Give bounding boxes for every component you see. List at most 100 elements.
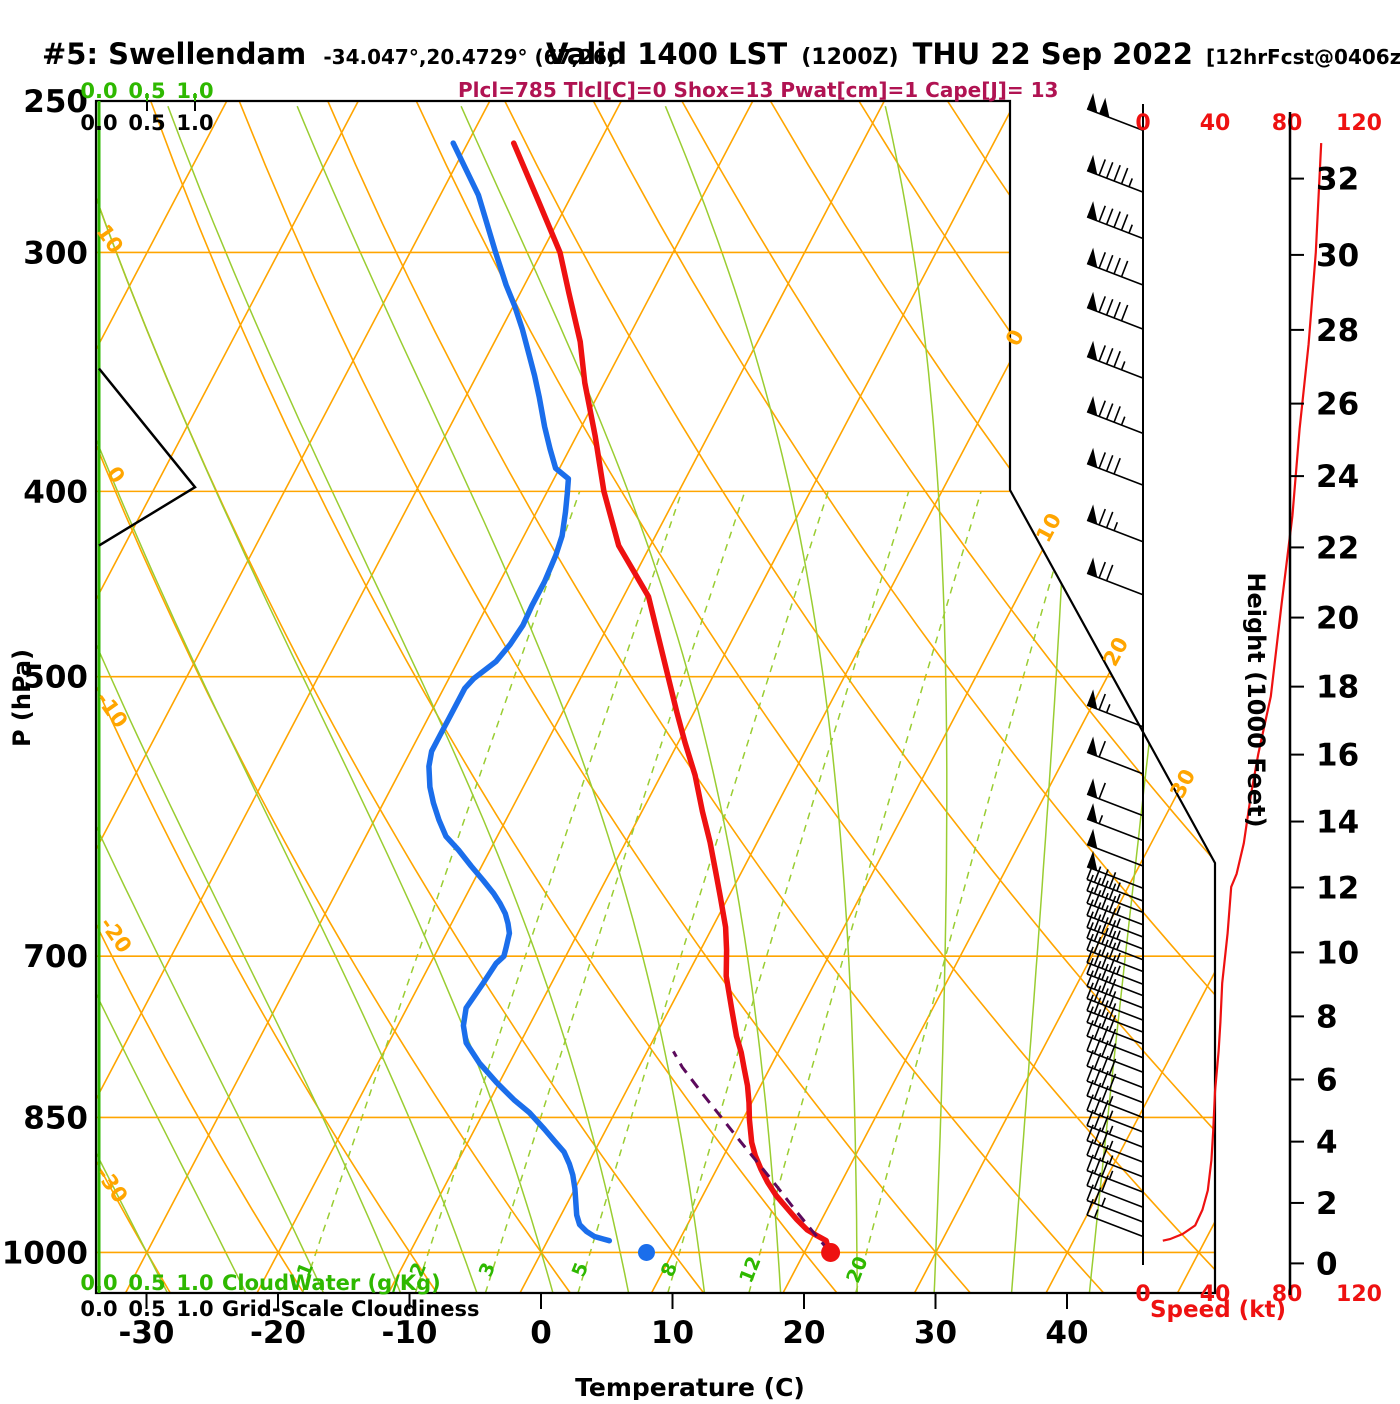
height-tick-label: 28 [1316,313,1359,349]
pressure-tick-label: 700 [23,939,88,975]
height-tick-label: 18 [1316,670,1359,706]
pressure-axis-title: P (hPa) [8,649,36,747]
wind-barb [1087,829,1143,866]
cloudiness-caption: Grid-Scale Cloudiness [222,1297,479,1321]
wind-barb [1087,778,1143,815]
speed-tick-label: 0 [1135,1282,1150,1307]
height-tick-label: 30 [1316,238,1359,274]
temperature-axis-title: Temperature (C) [575,1373,805,1400]
height-tick-label: 32 [1316,162,1359,198]
grid-layer [0,101,1400,1294]
dry-adiabat-line [62,101,704,1293]
mixing-ratio-label: 5 [568,1259,593,1280]
isotherm-label: 10 [1031,509,1066,546]
moist-adiabat-line [885,106,947,1294]
isotherm-label: 20 [1098,633,1133,670]
speed-tick-label: 120 [1336,1282,1382,1307]
cloud-scale-label: 1.0 [176,1271,213,1295]
params-subtitle: Plcl=785 Tlcl[C]=0 Shox=13 Pwat[cm]=1 Ca… [458,78,1058,102]
wind-barb [1087,201,1143,238]
height-tick-label: 8 [1316,999,1338,1035]
pressure-tick-label: 400 [23,474,88,510]
dry-adiabat-line [151,101,837,1293]
height-tick-label: 0 [1316,1246,1338,1282]
mixing-ratio-label: 12 [735,1253,765,1286]
speed-tick-label: 80 [1272,111,1303,136]
dry-adiabat-line [505,101,1371,1293]
cloudiness-profile [99,369,195,546]
dry-adiabat-line [770,101,1400,1293]
speed-tick-label: 40 [1200,111,1231,136]
isotherm-line [257,101,884,1293]
wind-barb [1087,504,1143,541]
cloud-scale-label: 0.5 [128,1271,165,1295]
temp-tick-label: 0 [530,1315,552,1351]
dry-adiabat-line [328,101,1104,1293]
valid-title: Valid 1400 LST (1200Z) THU 22 Sep 2022 [… [546,37,1400,71]
speed-tick-label: 120 [1336,111,1382,136]
right-margin-layer: 0040408080120120024681012141618202224262… [1087,93,1382,1307]
cloud-scale-label: 1.0 [176,1297,213,1321]
cloud-scale-label: 0.0 [80,111,117,135]
wind-barb [1087,248,1143,285]
height-tick-label: 26 [1316,387,1359,423]
cloud-scale-label: 0.5 [128,1297,165,1321]
mixing-ratio-line [856,491,1077,1293]
dry-adiabat-label: 0 [102,462,130,488]
cloud-scale-label: 0.0 [80,1297,117,1321]
mixing-ratio-line [415,491,681,1293]
valid-zulu: (1200Z) [801,45,898,70]
temp-tick-label: 40 [1045,1315,1088,1351]
dry-adiabat-label: -30 [91,1163,132,1208]
surface-dewpoint-dot [638,1244,655,1261]
wind-barb [1087,803,1143,840]
speed-tick-label: 0 [1135,111,1150,136]
temp-tick-label: 30 [914,1315,957,1351]
cloud-scale-label: 0.5 [128,111,165,135]
wind-barb [1087,689,1143,726]
wind-barb [1087,448,1143,485]
moist-adiabat-line [1012,106,1074,1294]
cloud-scale-label: 1.0 [176,111,213,135]
wind-barb [1087,557,1143,594]
cloudwater-caption: CloudWater (g/Kg) [222,1271,441,1295]
moist-adiabat-line [297,106,704,1294]
height-tick-label: 16 [1316,738,1359,774]
isotherm-label: 0 [1001,326,1029,350]
temp-tick-label: 20 [782,1315,825,1351]
height-tick-label: 12 [1316,870,1359,906]
height-axis-title: Height (1000 Feet) [1242,572,1270,827]
mixing-ratio-line [302,491,579,1293]
dry-adiabat-label: -20 [95,913,136,958]
wind-barb [1087,396,1143,433]
speed-profile [1163,143,1321,1241]
pressure-tick-label: 300 [23,235,88,271]
height-tick-label: 4 [1316,1125,1338,1161]
isotherm-line [520,101,1147,1293]
temp-tick-label: 10 [651,1315,694,1351]
pressure-tick-label: 850 [23,1100,88,1136]
mixing-ratio-label: 3 [475,1259,500,1280]
valid-date: THU 22 Sep 2022 [913,37,1193,71]
speed-axis-title: Speed (kt) [1150,1297,1286,1323]
height-tick-label: 6 [1316,1062,1338,1098]
height-tick-label: 20 [1316,601,1359,637]
height-tick-label: 22 [1316,530,1359,566]
isotherm-label: 30 [1165,765,1200,802]
wind-barb [1087,292,1143,329]
pressure-tick-label: 1000 [2,1235,88,1271]
height-tick-label: 14 [1316,805,1359,841]
moist-adiabat-line [64,106,554,1294]
pressure-tick-label: 250 [23,84,88,120]
chart-title: #5: Swellendam -34.047°,20.4729° (67,26) [42,37,616,71]
dry-adiabat-line [593,101,1400,1293]
height-tick-label: 2 [1316,1186,1338,1222]
mixing-ratio-label: 20 [842,1253,872,1286]
isotherm-line [389,101,1016,1293]
wind-barb [1087,155,1143,192]
isotherm-line [126,101,753,1293]
isotherm-line [652,101,1279,1293]
